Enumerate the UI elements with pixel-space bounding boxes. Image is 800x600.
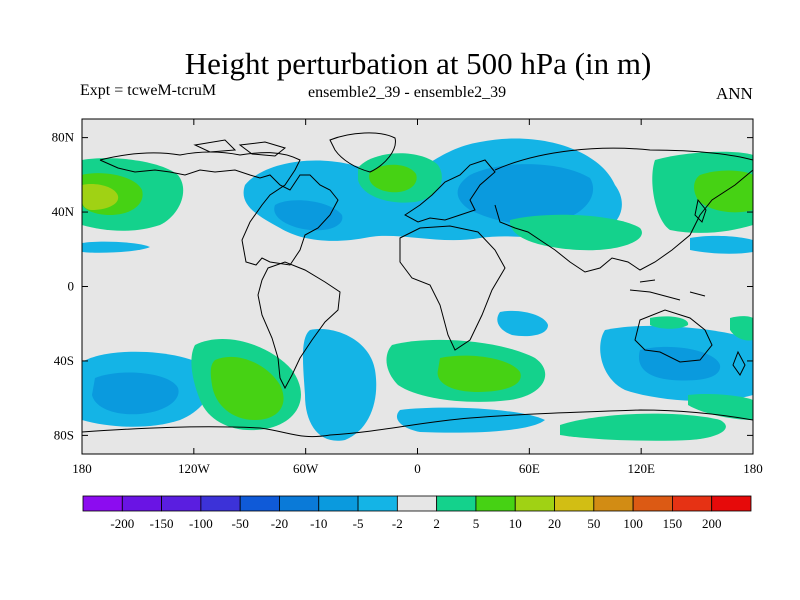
coastline-australia bbox=[634, 309, 713, 363]
colorbar-label: 50 bbox=[587, 516, 600, 531]
colorbar-label: 200 bbox=[702, 516, 722, 531]
y-tick-label: 0 bbox=[68, 279, 75, 294]
colorbar-label: 5 bbox=[473, 516, 480, 531]
colorbar-label: -20 bbox=[271, 516, 288, 531]
colorbar-label: 20 bbox=[548, 516, 561, 531]
y-tick-label: 40S bbox=[54, 353, 74, 368]
y-tick-label: 80N bbox=[52, 130, 75, 145]
colorbar-label: -150 bbox=[150, 516, 174, 531]
coastline-indonesia bbox=[629, 279, 706, 301]
contour-blob bbox=[396, 407, 545, 433]
chart-title: Height perturbation at 500 hPa (in m) bbox=[184, 46, 652, 81]
colorbar-swatch bbox=[121, 495, 162, 512]
y-tick-label: 40N bbox=[52, 204, 75, 219]
contour-blob bbox=[369, 164, 417, 193]
x-tick-label: 0 bbox=[414, 461, 421, 476]
coastline-new-zealand bbox=[732, 350, 746, 376]
colorbar-swatch bbox=[200, 495, 241, 512]
x-axis-labels: 180 120W 60W 0 60E 120E 180 bbox=[72, 461, 763, 476]
x-tick-label: 120W bbox=[178, 461, 211, 476]
colorbar-swatch bbox=[711, 495, 752, 512]
contour-blob bbox=[82, 184, 119, 210]
colorbar-swatch bbox=[279, 495, 320, 512]
coastline-asia bbox=[494, 147, 753, 273]
x-tick-label: 60E bbox=[519, 461, 540, 476]
axis-ticks bbox=[81, 119, 754, 454]
x-tick-label: 180 bbox=[72, 461, 92, 476]
coastline-europe bbox=[404, 159, 496, 223]
colorbar-label: -200 bbox=[110, 516, 134, 531]
contour-blob bbox=[560, 413, 726, 441]
colorbar-label: 100 bbox=[623, 516, 643, 531]
colorbar-swatch bbox=[475, 495, 516, 512]
coastline-japan bbox=[694, 198, 707, 223]
contour-blob bbox=[82, 241, 150, 253]
x-tick-label: 120E bbox=[627, 461, 655, 476]
contour-blob bbox=[638, 346, 721, 381]
contour-blob bbox=[690, 235, 753, 254]
coastline-antarctica bbox=[82, 409, 753, 438]
x-tick-label: 60W bbox=[293, 461, 319, 476]
experiment-label: Expt = tcweM-tcruM bbox=[80, 82, 217, 99]
colorbar-label: -5 bbox=[353, 516, 364, 531]
coastline-greenland bbox=[329, 132, 396, 173]
colorbar-swatch bbox=[672, 495, 713, 512]
colorbar-swatch bbox=[436, 495, 477, 512]
x-tick-label: 180 bbox=[743, 461, 763, 476]
colorbar-swatch bbox=[514, 495, 555, 512]
colorbar bbox=[82, 495, 752, 512]
colorbar-swatch bbox=[554, 495, 595, 512]
contour-blob bbox=[730, 316, 753, 341]
coastline-arctic bbox=[193, 139, 287, 157]
colorbar-swatch bbox=[318, 495, 359, 512]
colorbar-label: -2 bbox=[392, 516, 403, 531]
colorbar-label: -50 bbox=[232, 516, 249, 531]
colorbar-labels: -200 -150 -100 -50 -20 -10 -5 -2 2 5 10 20 50 100 150 2… bbox=[110, 516, 721, 531]
contour-blob bbox=[210, 356, 284, 420]
colorbar-swatch bbox=[239, 495, 280, 512]
colorbar-label: -10 bbox=[310, 516, 327, 531]
contour-blob bbox=[650, 316, 689, 329]
coastline-north-america bbox=[99, 151, 339, 266]
contour-blob bbox=[302, 329, 377, 441]
y-axis-labels: 80N 40N 0 40S 80S bbox=[52, 130, 75, 443]
colorbar-label: 150 bbox=[663, 516, 683, 531]
contour-blob bbox=[437, 355, 521, 392]
y-tick-label: 80S bbox=[54, 427, 74, 442]
coastline-africa bbox=[399, 225, 506, 351]
coastline-south-america bbox=[257, 261, 341, 390]
colorbar-label: 2 bbox=[433, 516, 440, 531]
colorbar-swatch bbox=[357, 495, 398, 512]
coastlines bbox=[82, 132, 753, 438]
contour-blob bbox=[457, 164, 594, 225]
contour-blob bbox=[509, 214, 642, 251]
contour-blob bbox=[497, 310, 548, 337]
colorbar-swatch bbox=[593, 495, 634, 512]
colorbar-swatch bbox=[161, 495, 202, 512]
contour-blob bbox=[694, 170, 753, 213]
colorbar-swatch bbox=[396, 495, 438, 512]
ensemble-label: ensemble2_39 - ensemble2_39 bbox=[308, 84, 507, 101]
season-label: ANN bbox=[716, 84, 753, 103]
contour-fills bbox=[82, 138, 753, 441]
colorbar-swatch bbox=[632, 495, 673, 512]
colorbar-label: 10 bbox=[509, 516, 522, 531]
colorbar-label: -100 bbox=[189, 516, 213, 531]
contour-blob bbox=[92, 372, 179, 415]
colorbar-swatch bbox=[82, 495, 123, 512]
contour-blob bbox=[688, 393, 753, 420]
contour-blob bbox=[274, 200, 343, 231]
